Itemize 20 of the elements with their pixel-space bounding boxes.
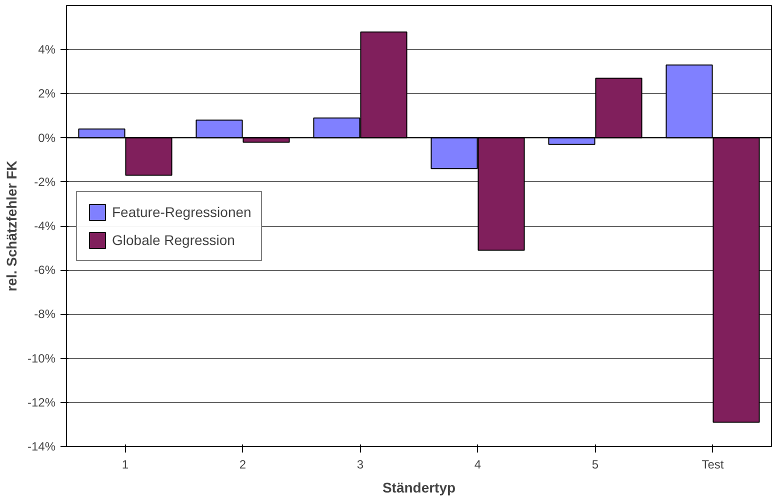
y-tick-label: -12% bbox=[27, 395, 56, 410]
legend-label: Globale Regression bbox=[112, 232, 235, 248]
y-tick-label: 4% bbox=[38, 42, 56, 57]
x-tick-label: 5 bbox=[592, 458, 599, 472]
y-tick-label: -14% bbox=[27, 440, 56, 454]
y-tick-label: -8% bbox=[34, 307, 56, 322]
x-axis-title: Ständertyp bbox=[382, 480, 456, 496]
y-axis-title: rel. Schätzfehler FK bbox=[3, 160, 20, 292]
y-tick-label: 2% bbox=[38, 86, 56, 101]
y-tick-label: 0% bbox=[38, 130, 56, 145]
x-tick-label: 2 bbox=[239, 458, 246, 472]
y-tick-label: -6% bbox=[34, 263, 56, 278]
y-tick-label: -2% bbox=[34, 174, 56, 189]
legend-label: Feature-Regressionen bbox=[112, 204, 252, 220]
x-tick-label: Test bbox=[702, 458, 724, 472]
x-tick-label: 4 bbox=[474, 458, 482, 472]
x-tick-label: 1 bbox=[122, 458, 129, 472]
y-tick-label: -4% bbox=[34, 219, 56, 233]
x-tick-label: 3 bbox=[356, 458, 364, 472]
y-tick-label: -10% bbox=[27, 351, 56, 366]
